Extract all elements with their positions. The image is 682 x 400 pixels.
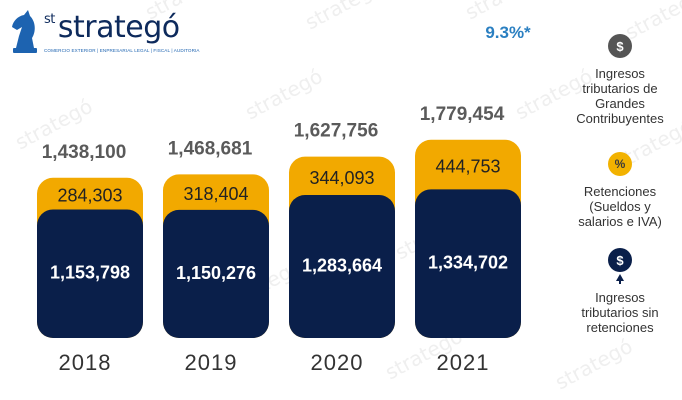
dollar-icon: $: [608, 34, 632, 58]
bar-value-label-retenciones: 344,093: [309, 168, 374, 188]
legend-line: salarios e IVA): [578, 214, 662, 229]
legend-line: retenciones: [586, 320, 654, 335]
bar-value-label-sin-retenciones: 1,153,798: [50, 263, 130, 283]
dollar-up-icon: $: [608, 248, 632, 272]
bar-value-label-retenciones: 444,753: [435, 157, 500, 177]
bar-value-label-sin-retenciones: 1,283,664: [302, 255, 382, 275]
legend-line: Ingresos: [595, 66, 645, 81]
bar-value-label-sin-retenciones: 1,334,702: [428, 253, 508, 273]
logo-tagline: COMERCIO EXTERIOR | ENPRESARIAL LEGAL | …: [44, 48, 200, 53]
bar-value-label-retenciones: 284,303: [57, 186, 122, 206]
legend-line: Ingresos: [595, 290, 645, 305]
legend-item-grandes-contribuyentes: $ Ingresos tributarios de Grandes Contri…: [558, 34, 682, 126]
legend-line: Contribuyentes: [576, 111, 664, 126]
bar-segment-sin-retenciones: [37, 209, 143, 338]
legend-line: Retenciones: [583, 184, 657, 199]
bar-segment-sin-retenciones: [163, 209, 269, 338]
growth-annotation: 9.3%*: [485, 23, 531, 42]
logo-brand-prefix: st: [44, 12, 55, 27]
bar-segment-sin-retenciones: [289, 194, 395, 338]
x-tick-label: 2021: [437, 350, 490, 375]
logo-brand-name: strategó: [57, 10, 180, 45]
x-tick-label: 2019: [185, 350, 238, 375]
bar-total-label: 1,438,100: [42, 142, 127, 163]
bar-total-label: 1,468,681: [168, 138, 253, 159]
bar-value-label-sin-retenciones: 1,150,276: [176, 263, 256, 283]
bar-value-label-retenciones: 318,404: [183, 184, 248, 204]
legend-text-sin-retenciones: Ingresos tributarios sin retenciones: [558, 290, 682, 335]
company-logo: st strategó COMERCIO EXTERIOR | ENPRESARI…: [8, 8, 199, 58]
legend-line: tributarios de: [582, 81, 658, 96]
legend-text-retenciones: Retenciones (Sueldos y salarios e IVA): [558, 184, 682, 229]
arrow-up-icon: [616, 274, 624, 281]
x-tick-label: 2018: [59, 350, 112, 375]
logo-brand: st strategó: [44, 10, 180, 45]
chess-knight-icon: [12, 10, 37, 53]
x-tick-label: 2020: [311, 350, 364, 375]
legend-line: Grandes: [595, 96, 645, 111]
bar-total-label: 1,779,454: [420, 104, 505, 125]
bar-segment-sin-retenciones: [415, 189, 521, 338]
percent-icon: %: [608, 152, 632, 176]
legend-item-sin-retenciones: $ Ingresos tributarios sin retenciones: [558, 248, 682, 335]
arrow-stem: [619, 281, 621, 284]
legend-item-retenciones: % Retenciones (Sueldos y salarios e IVA): [558, 152, 682, 229]
bar-total-label: 1,627,756: [294, 121, 379, 142]
legend-line: tributarios sin: [581, 305, 659, 320]
legend-text-grandes-contribuyentes: Ingresos tributarios de Grandes Contribu…: [558, 66, 682, 126]
legend-line: (Sueldos y: [589, 199, 651, 214]
